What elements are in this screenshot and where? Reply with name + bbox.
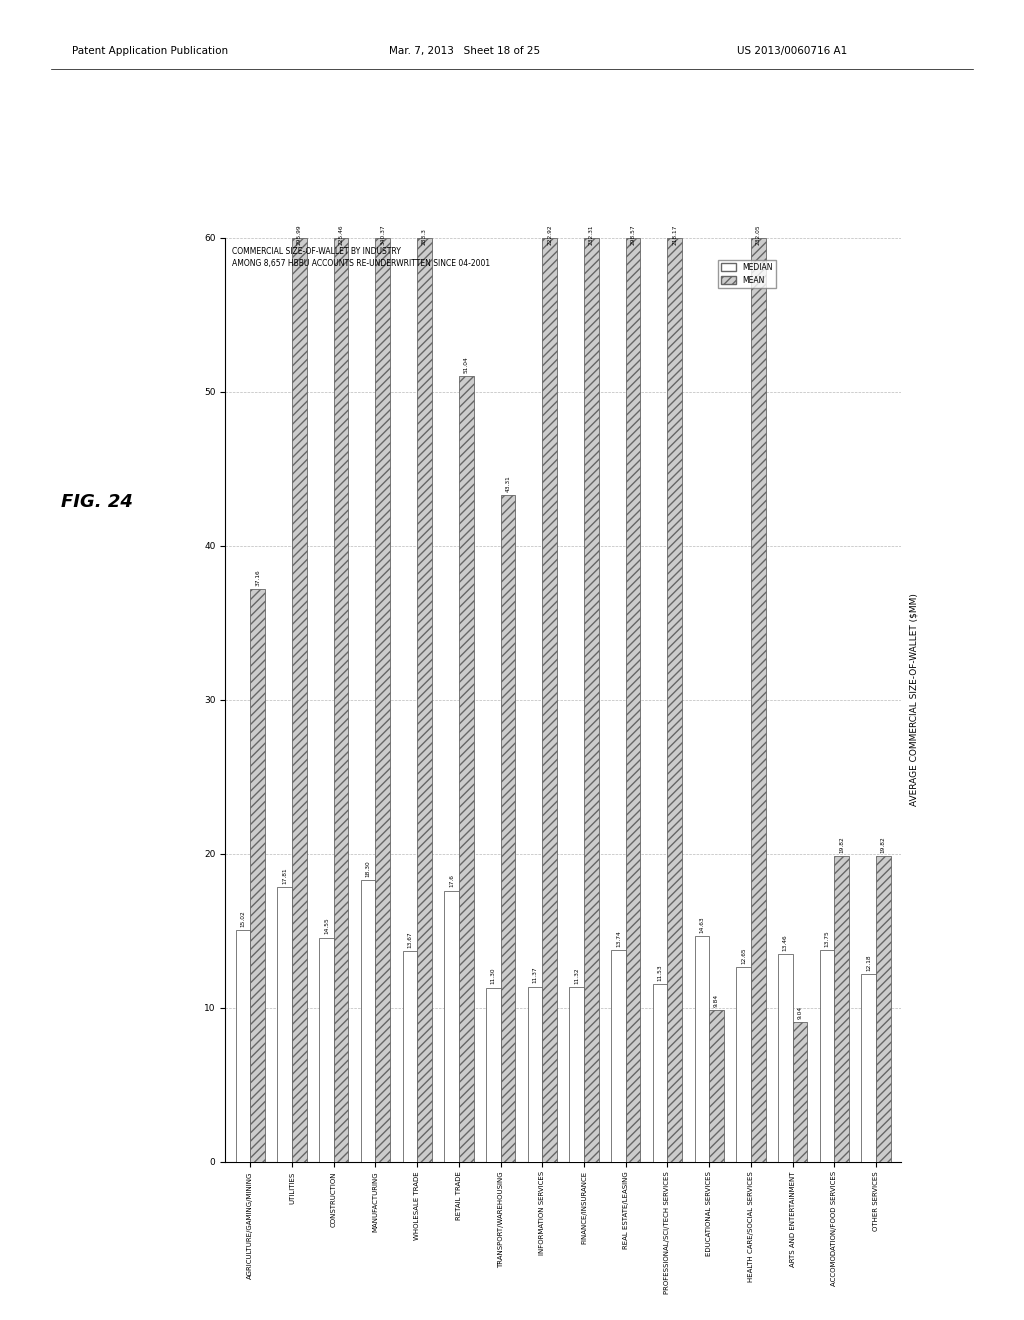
Text: 232.31: 232.31: [589, 224, 594, 246]
Text: 298.57: 298.57: [631, 224, 636, 246]
Text: 13.75: 13.75: [824, 931, 829, 946]
Text: 17.81: 17.81: [283, 867, 287, 884]
Text: 11.37: 11.37: [532, 966, 538, 983]
Bar: [334, 238, 348, 1162]
Bar: [319, 937, 334, 1162]
Y-axis label: AVERAGE COMMERCIAL SIZE-OF-WALLET ($MM): AVERAGE COMMERCIAL SIZE-OF-WALLET ($MM): [909, 593, 919, 807]
Bar: [236, 931, 250, 1162]
Text: 14.63: 14.63: [699, 916, 705, 933]
Text: 9.84: 9.84: [714, 994, 719, 1007]
Text: 11.53: 11.53: [657, 965, 663, 981]
Text: 12.65: 12.65: [741, 946, 746, 964]
Bar: [861, 974, 877, 1162]
Text: 12.18: 12.18: [866, 954, 871, 972]
Bar: [751, 238, 766, 1162]
Bar: [402, 952, 417, 1162]
Text: 13.74: 13.74: [616, 931, 621, 946]
Bar: [501, 495, 515, 1162]
Bar: [376, 238, 390, 1162]
Text: 295.99: 295.99: [297, 224, 302, 246]
Bar: [527, 986, 543, 1162]
Bar: [835, 857, 849, 1162]
Bar: [360, 879, 376, 1162]
Text: 19.82: 19.82: [840, 837, 844, 853]
Bar: [486, 987, 501, 1162]
Bar: [584, 238, 599, 1162]
Text: FIG. 24: FIG. 24: [61, 492, 133, 511]
Bar: [543, 238, 557, 1162]
Text: 13.67: 13.67: [408, 932, 413, 948]
Bar: [778, 954, 793, 1162]
Text: 19.82: 19.82: [881, 837, 886, 853]
Text: 15.02: 15.02: [241, 911, 246, 927]
Text: 9.04: 9.04: [798, 1006, 803, 1019]
Text: 283.3: 283.3: [422, 228, 427, 246]
Text: 11.32: 11.32: [574, 968, 580, 985]
Bar: [820, 950, 835, 1162]
Text: US 2013/0060716 A1: US 2013/0060716 A1: [737, 46, 848, 57]
Text: 51.04: 51.04: [464, 356, 469, 372]
Text: 232.05: 232.05: [756, 224, 761, 246]
Bar: [611, 950, 626, 1162]
Bar: [694, 936, 710, 1162]
Text: COMMERCIAL SIZE-OF-WALLET BY INDUSTRY
AMONG 8,657 HBBU ACCOUNTS RE-UNDERWRITTEN : COMMERCIAL SIZE-OF-WALLET BY INDUSTRY AM…: [232, 247, 490, 268]
Text: 222.92: 222.92: [547, 224, 552, 246]
Text: 43.31: 43.31: [506, 475, 510, 491]
Text: Patent Application Publication: Patent Application Publication: [72, 46, 227, 57]
Bar: [444, 891, 459, 1162]
Bar: [710, 1010, 724, 1162]
Bar: [877, 857, 891, 1162]
Bar: [626, 238, 640, 1162]
Bar: [668, 238, 682, 1162]
Text: 37.16: 37.16: [255, 570, 260, 586]
Bar: [793, 1023, 807, 1162]
Bar: [459, 376, 473, 1162]
Text: 340.37: 340.37: [380, 224, 385, 246]
Text: 18.30: 18.30: [366, 859, 371, 876]
Bar: [569, 987, 584, 1162]
Text: 225.46: 225.46: [339, 224, 343, 246]
Text: 11.30: 11.30: [490, 968, 496, 985]
Text: 17.6: 17.6: [450, 875, 454, 887]
Text: 218.17: 218.17: [673, 224, 677, 246]
Legend: MEDIAN, MEAN: MEDIAN, MEAN: [718, 260, 775, 288]
Text: 14.55: 14.55: [324, 917, 329, 935]
Bar: [736, 966, 751, 1162]
Bar: [250, 589, 265, 1162]
Bar: [653, 983, 668, 1162]
Bar: [292, 238, 306, 1162]
Bar: [417, 238, 432, 1162]
Bar: [278, 887, 292, 1162]
Text: 13.46: 13.46: [783, 935, 787, 952]
Text: Mar. 7, 2013   Sheet 18 of 25: Mar. 7, 2013 Sheet 18 of 25: [389, 46, 541, 57]
